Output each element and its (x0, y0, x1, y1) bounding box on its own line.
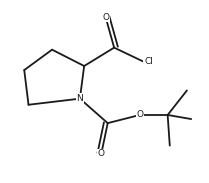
Text: Cl: Cl (144, 57, 153, 66)
Text: O: O (102, 12, 109, 22)
Text: N: N (76, 94, 83, 103)
Text: O: O (98, 149, 105, 158)
Text: O: O (136, 111, 143, 119)
